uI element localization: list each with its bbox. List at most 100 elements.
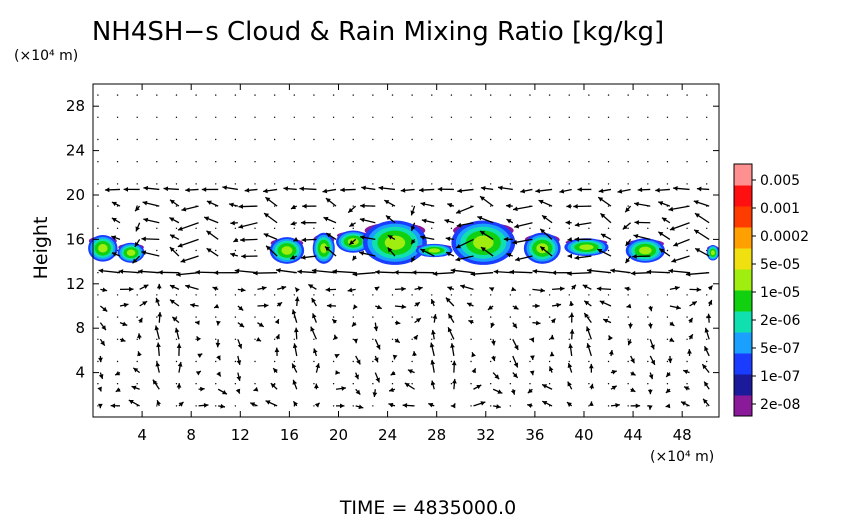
wind-arrow-head [491,340,496,346]
grid-dot [706,294,708,296]
grid-dot [431,316,433,318]
wind-arrow-head [216,371,221,377]
wind-arrow-head [456,209,462,214]
wind-arrow-head [190,302,195,308]
wind-vectors [97,185,714,410]
cloud-cell [710,250,715,256]
grid-dot [313,383,315,385]
wind-arrow-head [181,206,187,212]
wind-arrow-head [588,401,594,406]
wind-arrow-head [234,268,240,274]
grid-dot [136,161,138,163]
wind-arrow-head [400,187,406,193]
wind-arrow-head [258,322,264,327]
grid-dot [195,94,197,96]
wind-arrow-head [389,387,394,393]
wind-arrow-head [567,253,573,259]
grid-dot [647,294,649,296]
grid-dot [450,383,453,385]
wind-arrow-head [177,361,183,367]
wind-arrow-head [253,270,258,276]
wind-arrow-head [274,347,280,353]
grid-dot [372,360,374,363]
wind-arrow-head [138,269,143,274]
wind-arrow-head [637,187,643,193]
wind-arrow-head [98,357,103,363]
colorbar-label: 1e-07 [760,369,800,385]
grid-dot [489,138,492,141]
grid-dot [450,360,453,363]
grid-dot [509,405,512,407]
grid-dot [489,183,492,185]
grid-dot [391,161,394,163]
grid-dot [372,338,374,340]
wind-arrow-head [352,255,358,261]
grid-dot [215,116,217,119]
wind-arrow-head [216,355,221,361]
grid-dot [254,383,256,385]
wind-arrow-head [430,299,436,305]
grid-dot [568,294,570,296]
cloud-cell [428,248,441,253]
wind-arrow-head [132,258,138,264]
wind-arrow-head [221,389,227,395]
x-tick-label: 24 [378,426,397,444]
grid-dot [607,116,610,119]
wind-arrow-head [349,222,355,227]
grid-dot [352,138,354,141]
wind-arrow-head [351,321,357,327]
wind-arrow-head [625,258,631,264]
grid-dot [97,183,99,185]
wind-arrow-head [410,225,416,231]
wind-arrow-head [118,269,124,274]
wind-arrow-head [172,316,178,322]
wind-arrow-head [603,318,609,324]
wind-arrow-head [703,398,708,404]
grid-dot [175,383,178,385]
wind-arrow-head [567,237,573,242]
grid-dot [313,360,315,363]
grid-dot [647,94,649,96]
colorbar-label: 2e-06 [760,313,800,329]
wind-arrow-head [567,381,572,387]
wind-arrow-head [375,344,381,350]
wind-arrow-head [235,388,241,394]
wind-arrow-head [141,250,147,256]
grid-dot [647,338,649,340]
grid-dot [372,94,374,96]
wind-arrow-head [632,254,637,259]
wind-arrow-head [312,313,317,319]
grid-dot [273,138,276,141]
grid-dot [116,338,119,340]
wind-arrow-head [143,217,149,223]
wind-arrow-head [514,344,519,350]
wind-arrow-head [452,378,457,384]
wind-arrow-head [361,185,366,191]
wind-arrow-head [104,187,110,193]
wind-arrow-head [625,241,631,246]
wind-arrow-head [493,269,499,275]
grid-dot [509,161,512,163]
grid-dot [450,183,453,185]
grid-dot [391,316,394,318]
wind-arrow-head [230,252,236,258]
wind-arrow-head [540,246,546,252]
cloud-cell [126,249,136,256]
grid-dot [234,161,237,163]
grid-dot [313,227,315,229]
wind-arrow-head [476,384,482,390]
grid-dot [607,183,610,185]
wind-arrow-head [633,233,639,239]
wind-arrow-head [299,186,304,192]
wind-arrow-head [569,312,575,318]
grid-dot [627,227,629,229]
grid-dot [116,94,119,96]
wind-arrow-head [513,305,519,310]
wind-arrow-head [691,301,697,306]
wind-arrow-head [392,354,398,360]
grid-dot [627,316,629,318]
wind-arrow-head [261,285,267,291]
wind-arrow-head [178,402,184,407]
wind-arrow-head [401,286,406,292]
wind-arrow-head [577,187,582,192]
